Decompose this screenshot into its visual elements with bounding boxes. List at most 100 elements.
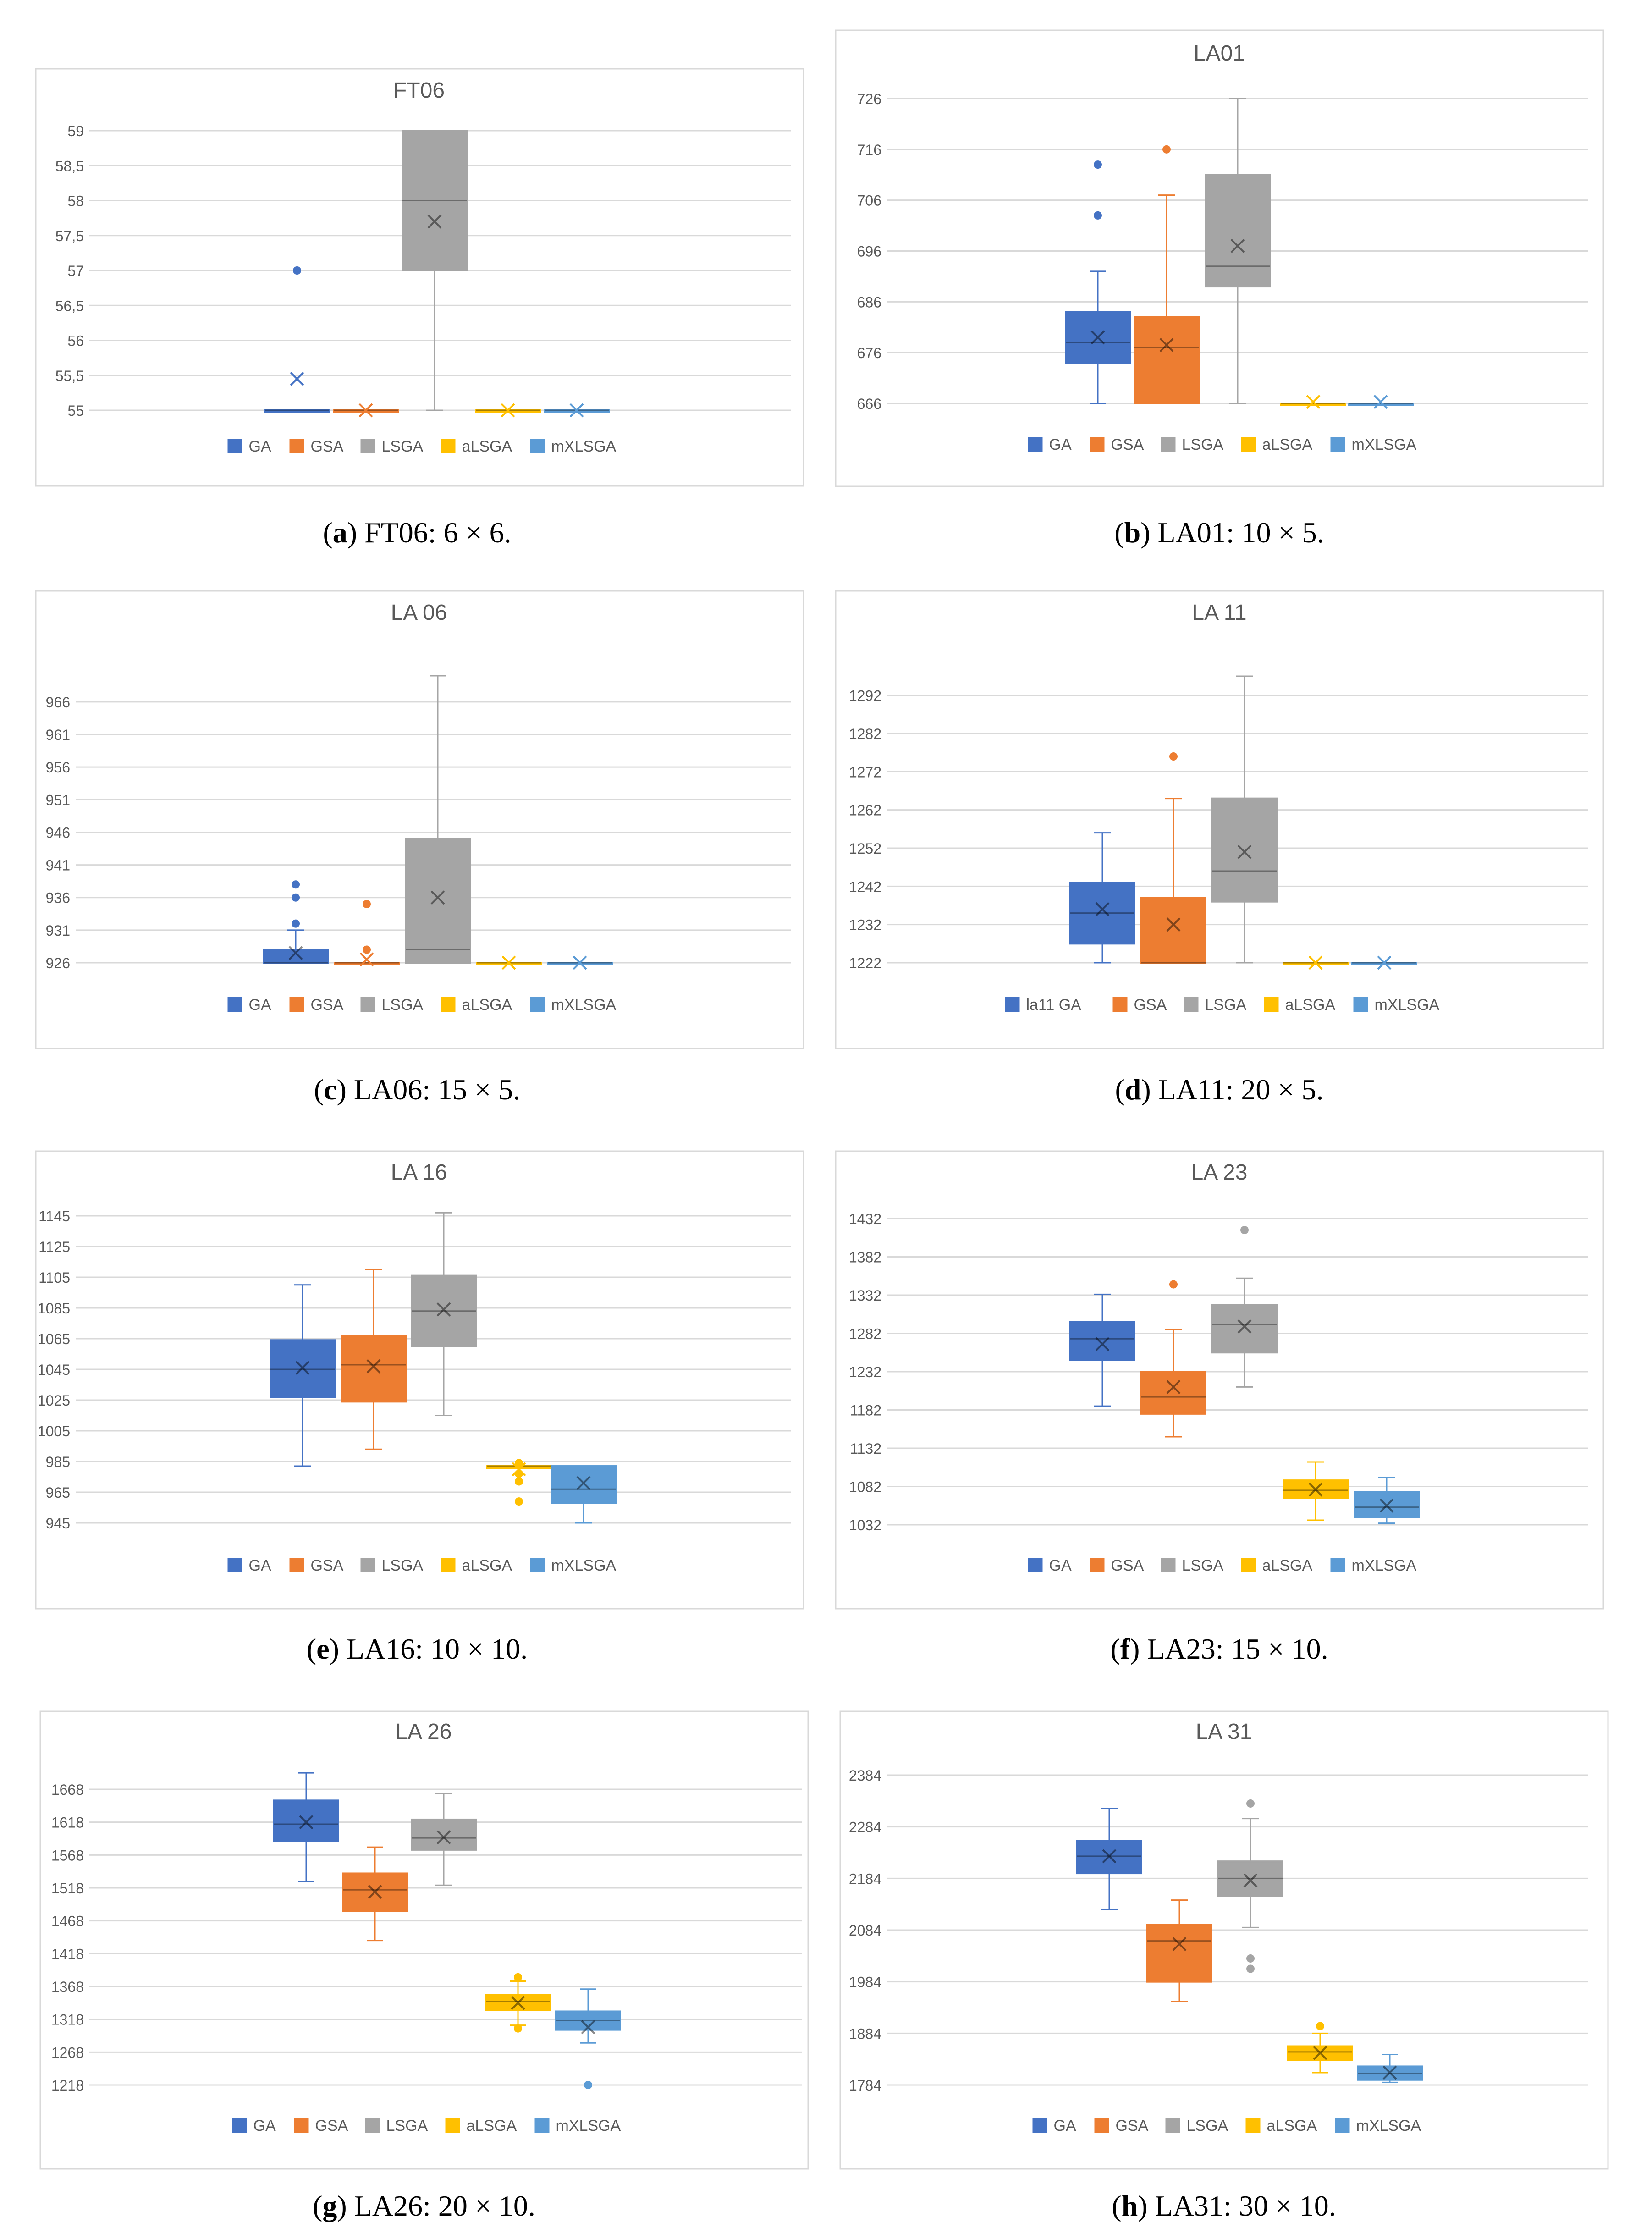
chart-6-ytick-label: 1282: [849, 1326, 881, 1342]
chart-4-ytick-label: 1262: [849, 802, 881, 819]
chart-4-legend-swatch: [1112, 997, 1128, 1012]
chart-7-legend-swatch: [445, 2118, 460, 2133]
chart-3-series-lsga-box: [405, 838, 471, 964]
caption-a: (a) FT06: 6 × 6.: [323, 516, 512, 549]
chart-5-series-alsga-outlier: [515, 1477, 523, 1486]
chart-3-title: LA 06: [391, 601, 447, 625]
chart-4-ytick-label: 1232: [849, 917, 881, 933]
chart-8-legend-label: GA: [1054, 2117, 1076, 2135]
chart-3-legend-label: GSA: [311, 996, 344, 1014]
chart-1-ytick-label: 57: [67, 263, 84, 279]
caption-e: (e) LA16: 10 × 10.: [306, 1633, 528, 1665]
chart-1-legend-swatch: [227, 439, 242, 453]
chart-3-ytick-label: 941: [46, 857, 70, 874]
chart-3-legend-swatch: [360, 997, 375, 1012]
chart-4-legend-label: GSA: [1134, 996, 1167, 1014]
chart-3-series-lsga-mean-marker: [430, 890, 445, 905]
chart-3-ytick-label: 946: [46, 824, 70, 841]
chart-7-ytick-label: 1668: [51, 1782, 84, 1798]
chart-1-series-ga-outlier: [293, 266, 301, 275]
chart-2-legend-label: GA: [1049, 436, 1072, 453]
chart-2-series-gsa-box: [1134, 316, 1200, 404]
chart-5-series-mxlsga-box: [551, 1465, 617, 1504]
chart-4-ytick-label: 1222: [849, 955, 881, 971]
chart-7-ytick-label: 1318: [51, 2012, 84, 2028]
chart-7-legend-swatch: [365, 2118, 380, 2133]
chart-2-series-gsa-outlier: [1162, 145, 1171, 154]
chart-6-ytick-label: 1132: [850, 1440, 881, 1457]
chart-1-legend-label: GA: [249, 438, 271, 455]
chart-6-series-lsga-mean-marker: [1237, 1319, 1252, 1334]
caption-d: (d) LA11: 20 × 5.: [1115, 1073, 1324, 1106]
chart-6-ytick-label: 1332: [849, 1287, 881, 1304]
chart-5-series-alsga-outlier: [515, 1459, 523, 1467]
chart-7-series-gsa-mean-marker: [368, 1885, 382, 1899]
chart-2-ytick-label: 676: [857, 345, 881, 361]
chart-1-ytick-label: 58: [67, 193, 84, 210]
chart-2-series-alsga-box: [1280, 403, 1346, 406]
chart-3-legend-label: GA: [249, 996, 271, 1014]
chart-7-series-ga-box: [273, 1799, 339, 1842]
chart-2-series-mxlsga-mean-marker: [1373, 395, 1388, 409]
chart-5-ytick-label: 945: [46, 1515, 70, 1532]
chart-5-series-alsga-outlier: [515, 1469, 523, 1478]
chart-5-ytick-label: 1005: [38, 1423, 70, 1440]
chart-3-ytick-label: 931: [46, 922, 70, 939]
chart-2-series-gsa-mean-marker: [1159, 338, 1174, 352]
chart-8-series-lsga-box: [1217, 1860, 1283, 1897]
chart-3-ytick-label: 926: [46, 955, 70, 971]
chart-2-series-lsga-mean-marker: [1230, 239, 1245, 253]
chart-1-legend-label: LSGA: [382, 438, 424, 455]
chart-3-series-gsa-mean-marker: [359, 952, 374, 967]
chart-4-title: LA 11: [1192, 601, 1246, 625]
chart-4-ytick-label: 1252: [849, 840, 881, 857]
chart-3-series-ga-outlier: [292, 880, 300, 889]
chart-7-series-alsga-outlier: [514, 2024, 522, 2033]
chart-8-legend-label: mXLSGA: [1356, 2117, 1421, 2135]
chart-2-legend-label: LSGA: [1182, 436, 1224, 453]
chart-1-ytick-label: 56: [67, 333, 84, 349]
chart-5-series-ga-mean-marker: [295, 1361, 310, 1375]
chart-5-legend-label: GSA: [311, 1557, 344, 1574]
chart-7-legend-label: aLSGA: [467, 2117, 517, 2135]
chart-7-ytick-label: 1268: [51, 2044, 84, 2061]
chart-4-series-ga-mean-marker: [1095, 902, 1110, 916]
caption-h: (h) LA31: 30 × 10.: [1112, 2190, 1336, 2222]
chart-8-series-mxlsga-mean-marker: [1382, 2065, 1397, 2080]
chart-2-series-ga-mean-marker: [1090, 330, 1105, 345]
chart-5-ytick-label: 985: [46, 1454, 70, 1470]
chart-1-series-alsga-mean-marker: [501, 403, 515, 418]
chart-6-ytick-label: 1232: [849, 1364, 881, 1380]
chart-1-series-ga-box: [264, 409, 330, 413]
chart-8-series-lsga-outlier: [1246, 1799, 1255, 1808]
chart-8-series-lsga-outlier: [1246, 1964, 1255, 1973]
chart-7-series-lsga-box: [411, 1818, 477, 1851]
chart-2-legend-swatch: [1090, 437, 1105, 452]
chart-2-series-mxlsga-box: [1348, 403, 1414, 406]
chart-7-series-ga-mean-marker: [299, 1815, 314, 1830]
chart-8-series-ga-mean-marker: [1102, 1849, 1117, 1864]
chart-4-series-alsga-mean-marker: [1308, 955, 1323, 970]
chart-3-ytick-label: 966: [46, 694, 70, 711]
chart-4-series-gsa-mean-marker: [1166, 917, 1181, 932]
chart-5-series-alsga-outlier: [515, 1497, 523, 1506]
chart-5-legend-swatch: [530, 1558, 545, 1572]
chart-1-legend-swatch: [441, 439, 456, 453]
chart-2-title: LA01: [1194, 41, 1245, 66]
chart-4-legend-swatch: [1264, 997, 1279, 1012]
chart-3-series-gsa-outlier: [363, 945, 371, 954]
chart-5-legend-label: LSGA: [382, 1557, 424, 1574]
chart-8-legend-label: LSGA: [1187, 2117, 1228, 2135]
chart-2-series-alsga-mean-marker: [1306, 395, 1321, 409]
chart-2-series-lsga-box: [1205, 174, 1271, 288]
chart-6-legend-swatch: [1028, 1558, 1043, 1572]
chart-2-legend-label: aLSGA: [1262, 436, 1313, 453]
chart-7-legend-label: mXLSGA: [556, 2117, 621, 2135]
chart-2-legend-swatch: [1028, 437, 1043, 452]
chart-8-ytick-label: 2084: [849, 1922, 881, 1939]
chart-4-series-ga-box: [1069, 882, 1135, 945]
chart-1-legend-swatch: [530, 439, 545, 453]
chart-7-series-mxlsga-outlier: [584, 2081, 592, 2089]
